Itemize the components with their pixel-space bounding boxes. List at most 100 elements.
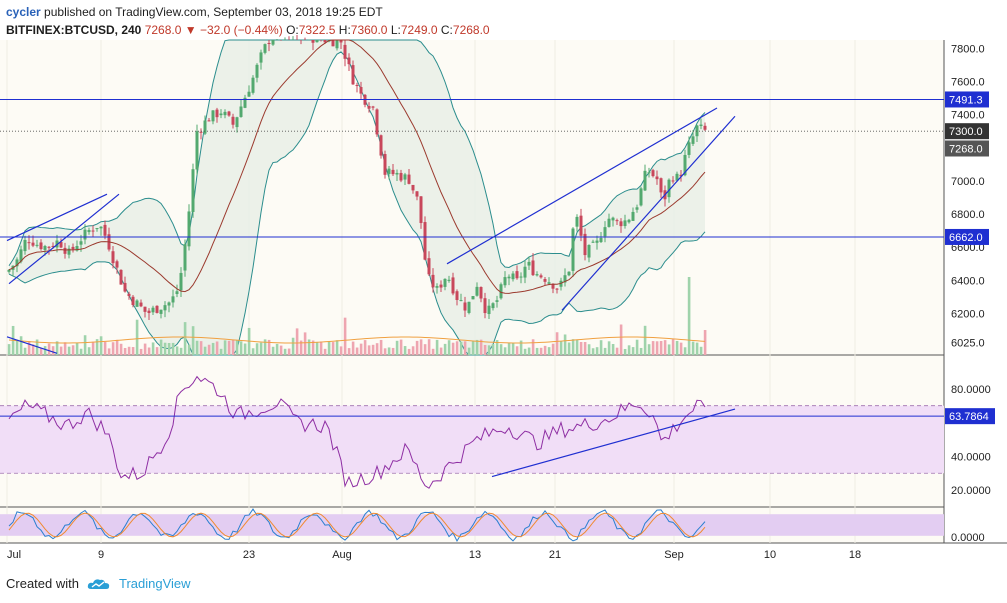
volume-bar[interactable]	[327, 341, 331, 355]
volume-bar[interactable]	[239, 341, 243, 355]
volume-bar[interactable]	[467, 347, 471, 355]
candle-body[interactable]	[235, 117, 239, 128]
price-tag-level[interactable]: 7300.0	[949, 126, 983, 138]
volume-bar[interactable]	[543, 345, 547, 355]
volume-bar[interactable]	[451, 342, 455, 355]
bollinger-upper-line[interactable]	[8, 39, 706, 269]
candle-body[interactable]	[471, 296, 475, 300]
volume-bar[interactable]	[127, 346, 131, 355]
volume-bar[interactable]	[471, 341, 475, 355]
volume-bar[interactable]	[135, 319, 139, 355]
volume-bar[interactable]	[51, 346, 55, 355]
candle-body[interactable]	[251, 77, 255, 93]
volume-bar[interactable]	[539, 347, 543, 355]
volume-bar[interactable]	[187, 344, 191, 355]
volume-bar[interactable]	[607, 341, 611, 355]
volume-bar[interactable]	[283, 348, 287, 355]
candle-body[interactable]	[247, 91, 251, 97]
volume-bar[interactable]	[19, 336, 23, 355]
volume-bar[interactable]	[667, 344, 671, 355]
volume-bar[interactable]	[195, 340, 199, 355]
tradingview-logo-text[interactable]: TradingView	[118, 576, 191, 591]
candle-body[interactable]	[579, 215, 583, 236]
candle-body[interactable]	[47, 246, 51, 248]
candle-body[interactable]	[159, 309, 163, 314]
candle-body[interactable]	[219, 113, 223, 116]
candle-body[interactable]	[403, 174, 407, 180]
volume-bar[interactable]	[231, 339, 235, 355]
candle-body[interactable]	[43, 246, 47, 250]
volume-bar[interactable]	[399, 339, 403, 355]
volume-bar[interactable]	[359, 343, 363, 355]
candle-body[interactable]	[71, 246, 75, 250]
volume-bar[interactable]	[459, 341, 463, 355]
volume-bar[interactable]	[335, 340, 339, 355]
candle-body[interactable]	[399, 172, 403, 181]
candle-body[interactable]	[475, 286, 479, 296]
candle-body[interactable]	[467, 301, 471, 313]
symbol-label[interactable]: BITFINEX:BTCUSD, 240	[6, 23, 142, 37]
volume-bar[interactable]	[343, 317, 347, 355]
candle-body[interactable]	[359, 87, 363, 94]
candle-body[interactable]	[523, 266, 527, 278]
volume-bar[interactable]	[203, 346, 207, 355]
volume-bar[interactable]	[627, 345, 631, 355]
volume-bar[interactable]	[259, 342, 263, 355]
volume-bar[interactable]	[651, 341, 655, 355]
volume-bar[interactable]	[671, 339, 675, 355]
candle-body[interactable]	[667, 179, 671, 198]
price-tag-resistance[interactable]: 7491.3	[949, 94, 983, 106]
volume-bar[interactable]	[403, 346, 407, 355]
volume-bar[interactable]	[71, 345, 75, 355]
candle-body[interactable]	[567, 271, 571, 276]
volume-bar[interactable]	[311, 340, 315, 355]
candle-body[interactable]	[147, 310, 151, 314]
chart-canvas[interactable]: 7800.0 7600.0 7400.0 7000.0 6800.0 6600.0 6400…	[0, 0, 1007, 570]
volume-bar[interactable]	[23, 347, 27, 355]
candle-body[interactable]	[175, 291, 179, 295]
candle-body[interactable]	[499, 284, 503, 299]
channel-upper-trendline[interactable]	[446, 107, 718, 265]
candle-body[interactable]	[539, 275, 543, 278]
volume-bar[interactable]	[679, 342, 683, 355]
volume-bar[interactable]	[631, 347, 635, 355]
candle-body[interactable]	[215, 109, 219, 118]
volume-bar[interactable]	[527, 347, 531, 355]
candle-body[interactable]	[395, 172, 399, 175]
volume-bar[interactable]	[323, 348, 327, 355]
candle-body[interactable]	[451, 277, 455, 294]
candle-body[interactable]	[699, 124, 703, 126]
candle-body[interactable]	[371, 106, 375, 108]
candle-body[interactable]	[39, 242, 43, 250]
volume-bar[interactable]	[639, 347, 643, 355]
volume-bar[interactable]	[363, 340, 367, 355]
candle-body[interactable]	[103, 224, 107, 236]
candle-body[interactable]	[607, 218, 611, 227]
volume-bar[interactable]	[159, 339, 163, 355]
candle-body[interactable]	[519, 276, 523, 278]
volume-bar[interactable]	[479, 339, 483, 355]
volume-bar[interactable]	[699, 346, 703, 355]
candle-body[interactable]	[615, 220, 619, 222]
candle-body[interactable]	[483, 298, 487, 314]
volume-bar[interactable]	[91, 341, 95, 355]
candle-body[interactable]	[79, 241, 83, 245]
candle-body[interactable]	[127, 293, 131, 297]
volume-bar[interactable]	[579, 341, 583, 355]
volume-bar[interactable]	[703, 330, 707, 355]
volume-bar[interactable]	[463, 341, 467, 355]
volume-bar[interactable]	[251, 348, 255, 355]
volume-bar[interactable]	[119, 343, 123, 355]
volume-bar[interactable]	[507, 343, 511, 355]
volume-bar[interactable]	[131, 347, 135, 355]
volume-bar[interactable]	[567, 342, 571, 355]
volume-bar[interactable]	[619, 324, 623, 355]
volume-bar[interactable]	[123, 347, 127, 355]
candle-body[interactable]	[347, 57, 351, 65]
candle-body[interactable]	[527, 261, 531, 266]
candle-body[interactable]	[379, 135, 383, 156]
volume-bar[interactable]	[215, 341, 219, 355]
volume-bar[interactable]	[599, 340, 603, 355]
candle-body[interactable]	[503, 277, 507, 286]
volume-bar[interactable]	[43, 346, 47, 355]
